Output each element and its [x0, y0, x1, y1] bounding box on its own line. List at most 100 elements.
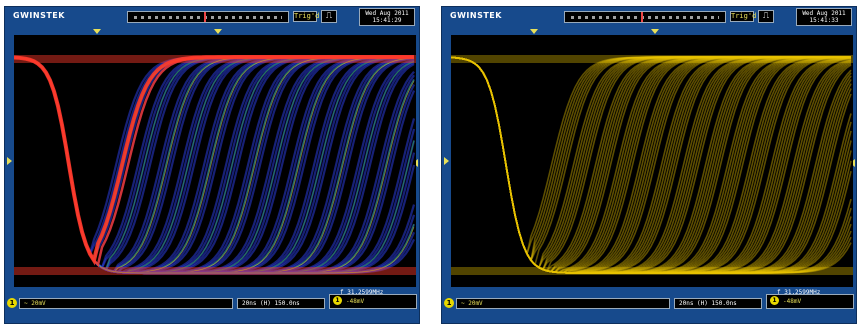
top-status-bar: GWINSTEK Trig'd ⎍ Wed Aug 2011 15:41:33 [442, 7, 856, 29]
eye-trace [451, 56, 851, 263]
eye-trace [451, 56, 852, 274]
eye-trace [451, 56, 851, 274]
eye-trace [451, 56, 851, 257]
eye-trace [451, 56, 852, 274]
channel-1-badge[interactable]: 1 [7, 298, 17, 308]
eye-diagram-color [14, 55, 416, 275]
timebase-readout: 20ns (H) 150.0ns [237, 298, 325, 309]
eye-trace [451, 56, 851, 271]
eye-trace [451, 56, 851, 274]
timebase-readout: 20ns (H) 150.0ns [674, 298, 762, 309]
eye-trace [451, 56, 852, 274]
date-label: Wed Aug 2011 [802, 10, 846, 17]
eye-trace [451, 56, 851, 272]
date-time-display: Wed Aug 2011 15:41:29 [359, 8, 415, 26]
eye-trace [451, 56, 851, 273]
eye-trace [451, 56, 851, 274]
eye-trace [451, 56, 851, 274]
eye-trace [451, 56, 852, 274]
eye-trace [451, 56, 851, 273]
eye-trace [451, 56, 851, 274]
memory-position-bar[interactable] [127, 11, 289, 23]
trigger-point-marker [214, 29, 222, 34]
eye-trace [451, 56, 852, 274]
trigger-point-marker [651, 29, 659, 34]
eye-trace [451, 56, 851, 274]
eye-trace [451, 56, 851, 274]
eye-rail [451, 267, 853, 275]
trigger-position-marker[interactable] [204, 12, 206, 22]
eye-rail [14, 267, 416, 275]
eye-trace [451, 56, 852, 274]
eye-trace [451, 56, 852, 274]
eye-trace [451, 56, 851, 263]
eye-trace [451, 56, 851, 274]
memory-bar-dots [134, 16, 282, 19]
eye-trace [451, 56, 851, 257]
eye-trace [451, 56, 851, 274]
eye-trace [451, 56, 851, 274]
eye-trace [451, 56, 851, 267]
eye-trace [451, 56, 851, 274]
trigger-status: Trig'd [730, 11, 757, 22]
eye-trace [451, 56, 851, 274]
eye-trace [451, 56, 851, 271]
memory-position-bar[interactable] [564, 11, 726, 23]
trigger-edge-icon: ⎍ [758, 10, 774, 23]
date-label: Wed Aug 2011 [365, 10, 409, 17]
eye-trace [451, 56, 852, 274]
eye-trace [451, 56, 851, 274]
eye-trace [451, 56, 851, 272]
eye-trace [451, 56, 852, 274]
eye-trace [451, 56, 851, 269]
eye-trace [451, 56, 851, 274]
eye-trace [451, 56, 852, 274]
eye-trace [451, 56, 851, 274]
eye-trace [451, 56, 851, 274]
waveform-display [14, 35, 416, 287]
eye-trace [451, 56, 852, 274]
eye-trace [451, 56, 851, 274]
oscilloscope-screen-right: GWINSTEK Trig'd ⎍ Wed Aug 2011 15:41:33 … [441, 6, 857, 324]
eye-trace [451, 56, 852, 274]
eye-trace [451, 56, 852, 274]
memory-bar-dots [571, 16, 719, 19]
bottom-status-bar: 1 ~ 20mV 20ns (H) 150.0ns -48mV 1 [5, 294, 419, 311]
eye-trace [451, 56, 852, 274]
eye-trace [451, 56, 851, 274]
eye-trace [451, 56, 852, 274]
trigger-position-marker[interactable] [641, 12, 643, 22]
eye-trace [451, 56, 851, 274]
eye-trace [451, 56, 851, 274]
eye-trace [451, 56, 852, 274]
top-status-bar: GWINSTEK Trig'd ⎍ Wed Aug 2011 15:41:29 [5, 7, 419, 29]
eye-trace [451, 56, 851, 274]
eye-trace [451, 56, 852, 274]
date-time-display: Wed Aug 2011 15:41:33 [796, 8, 852, 26]
eye-trace-hot [14, 55, 414, 268]
eye-trace [451, 56, 851, 273]
volts-per-div: ~ 20mV [19, 298, 233, 309]
frequency-readout: f 31.2599MHz [777, 289, 821, 296]
trigger-delay-marker [530, 29, 538, 34]
eye-trace [451, 56, 851, 274]
eye-trace [451, 56, 851, 274]
eye-trace [451, 56, 851, 273]
eye-trace [451, 56, 852, 274]
waveform-display [451, 35, 853, 287]
channel-ground-marker [444, 157, 449, 165]
eye-trace [451, 56, 852, 274]
eye-trace [451, 56, 851, 263]
eye-trace [451, 56, 851, 269]
eye-trace [451, 56, 852, 274]
eye-trace [451, 56, 852, 274]
trigger-edge-icon: ⎍ [321, 10, 337, 23]
eye-trace [451, 56, 852, 274]
eye-trace [451, 56, 852, 274]
oscilloscope-screen-left: GWINSTEK Trig'd ⎍ Wed Aug 2011 15:41:29 … [4, 6, 420, 324]
eye-trace [451, 56, 851, 274]
brand-logo: GWINSTEK [450, 11, 502, 20]
channel-1-badge[interactable]: 1 [444, 298, 454, 308]
eye-trace [451, 56, 851, 274]
eye-trace [451, 56, 852, 274]
